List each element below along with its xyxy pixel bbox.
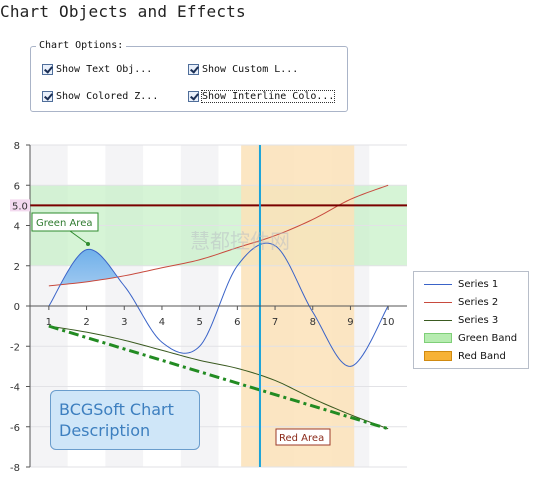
checkbox-checked-icon bbox=[42, 90, 53, 102]
y-tick-label: 6 bbox=[14, 181, 20, 192]
legend-item-series-2: Series 2 bbox=[424, 295, 498, 309]
chart-canvas[interactable]: -8 -6 -4 -2 0 2 4 6 8 1 2 3 4 5 6 7 8 9 10 慧都控件网 5.0 Green A… bbox=[0, 130, 535, 484]
legend-item-red-band: Red Band bbox=[424, 349, 506, 363]
red-area-box bbox=[275, 428, 331, 446]
green-area-box bbox=[31, 212, 99, 232]
legend-item-green-band: Green Band bbox=[424, 331, 517, 345]
y-tick-label: 4 bbox=[14, 222, 20, 233]
y-tick-label: -8 bbox=[10, 463, 20, 474]
chart-description-callout: BCGSoft Chart Description bbox=[50, 390, 200, 450]
chart-options-label: Chart Options: bbox=[36, 40, 127, 51]
x-tick-label: 9 bbox=[347, 317, 353, 328]
legend-label: Series 2 bbox=[458, 296, 499, 308]
y-tick-label: -6 bbox=[10, 423, 20, 434]
show-text-objects-checkbox[interactable]: Show Text Obj... bbox=[42, 62, 152, 76]
x-tick-label: 2 bbox=[83, 317, 89, 328]
callout-line-2: Description bbox=[59, 421, 151, 440]
green-area-pointer bbox=[69, 230, 89, 245]
const-line-label-bg bbox=[10, 199, 30, 212]
legend-line-icon bbox=[424, 301, 452, 303]
checkbox-checked-icon bbox=[42, 63, 53, 75]
show-text-objects-label: Show Text Obj... bbox=[56, 63, 153, 75]
x-tick-label: 10 bbox=[382, 317, 395, 328]
y-tick-label: -4 bbox=[10, 383, 20, 394]
legend-item-series-1: Series 1 bbox=[424, 277, 498, 291]
x-tick-label: 8 bbox=[310, 317, 316, 328]
const-line-label: 5.0 bbox=[12, 201, 28, 212]
show-custom-labels-checkbox[interactable]: Show Custom L... bbox=[188, 62, 298, 76]
legend-swatch-icon bbox=[424, 333, 452, 343]
legend-swatch-icon bbox=[424, 351, 452, 361]
show-colored-zones-checkbox[interactable]: Show Colored Z... bbox=[42, 89, 158, 103]
chart-legend: Series 1 Series 2 Series 3 Green Band Re… bbox=[413, 271, 529, 369]
y-tick-label: 2 bbox=[14, 262, 20, 273]
x-tick-label: 4 bbox=[159, 317, 165, 328]
legend-line-icon bbox=[424, 319, 452, 321]
green-area-pointer-dot bbox=[86, 242, 90, 246]
show-colored-zones-label: Show Colored Z... bbox=[56, 90, 159, 102]
series-1-line bbox=[48, 242, 389, 367]
chart-options-group: Chart Options: Show Text Obj... Show Cus… bbox=[30, 40, 348, 112]
legend-line-icon bbox=[424, 283, 452, 285]
checkbox-checked-icon bbox=[188, 90, 199, 102]
x-tick-label: 5 bbox=[196, 317, 202, 328]
y-tick-label: -2 bbox=[10, 342, 20, 353]
green-area-label: Green Area bbox=[36, 218, 92, 229]
series-2-line bbox=[48, 184, 389, 287]
y-tick-label: 8 bbox=[14, 141, 20, 152]
legend-label: Series 3 bbox=[458, 314, 499, 326]
legend-label: Series 1 bbox=[458, 278, 499, 290]
series-3-line bbox=[48, 325, 389, 430]
x-tick-label: 3 bbox=[121, 317, 127, 328]
x-tick-label: 7 bbox=[272, 317, 278, 328]
y-tick-label: 0 bbox=[14, 302, 20, 313]
legend-item-series-3: Series 3 bbox=[424, 313, 498, 327]
x-tick-label: 1 bbox=[46, 317, 52, 328]
show-custom-labels-label: Show Custom L... bbox=[202, 63, 299, 75]
callout-line-1: BCGSoft Chart bbox=[59, 400, 174, 419]
show-interline-colors-checkbox[interactable]: Show Interline Colo... bbox=[188, 89, 336, 103]
window-title: Chart Objects and Effects bbox=[0, 2, 246, 21]
legend-label: Red Band bbox=[458, 350, 506, 362]
legend-label: Green Band bbox=[458, 332, 518, 344]
x-tick-label: 6 bbox=[234, 317, 240, 328]
watermark-text: 慧都控件网 bbox=[190, 229, 290, 253]
show-interline-colors-label: Show Interline Colo... bbox=[200, 89, 336, 103]
red-area-label: Red Area bbox=[279, 433, 324, 444]
trend-line bbox=[48, 324, 389, 431]
checkbox-checked-icon bbox=[188, 63, 199, 75]
